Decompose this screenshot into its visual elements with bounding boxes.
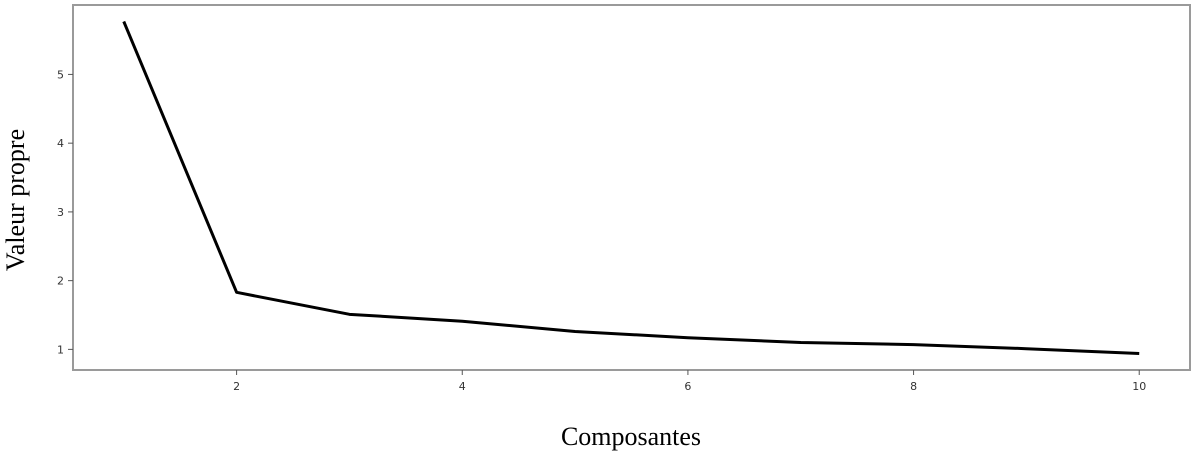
x-axis-label: Composantes: [561, 422, 701, 451]
y-tick-label: 3: [57, 206, 64, 219]
x-tick-label: 10: [1132, 380, 1146, 393]
x-tick-label: 6: [684, 380, 691, 393]
x-tick-label: 8: [910, 380, 917, 393]
y-tick-label: 2: [57, 275, 64, 288]
plot-frame: [72, 4, 1191, 371]
y-axis-label: Valeur propre: [1, 129, 30, 271]
y-tick-label: 4: [57, 137, 64, 150]
y-tick-label: 1: [57, 343, 64, 356]
x-tick-label: 4: [459, 380, 466, 393]
y-tick-label: 5: [57, 68, 64, 81]
x-tick-label: 2: [233, 380, 240, 393]
data-line: [122, 20, 1140, 356]
